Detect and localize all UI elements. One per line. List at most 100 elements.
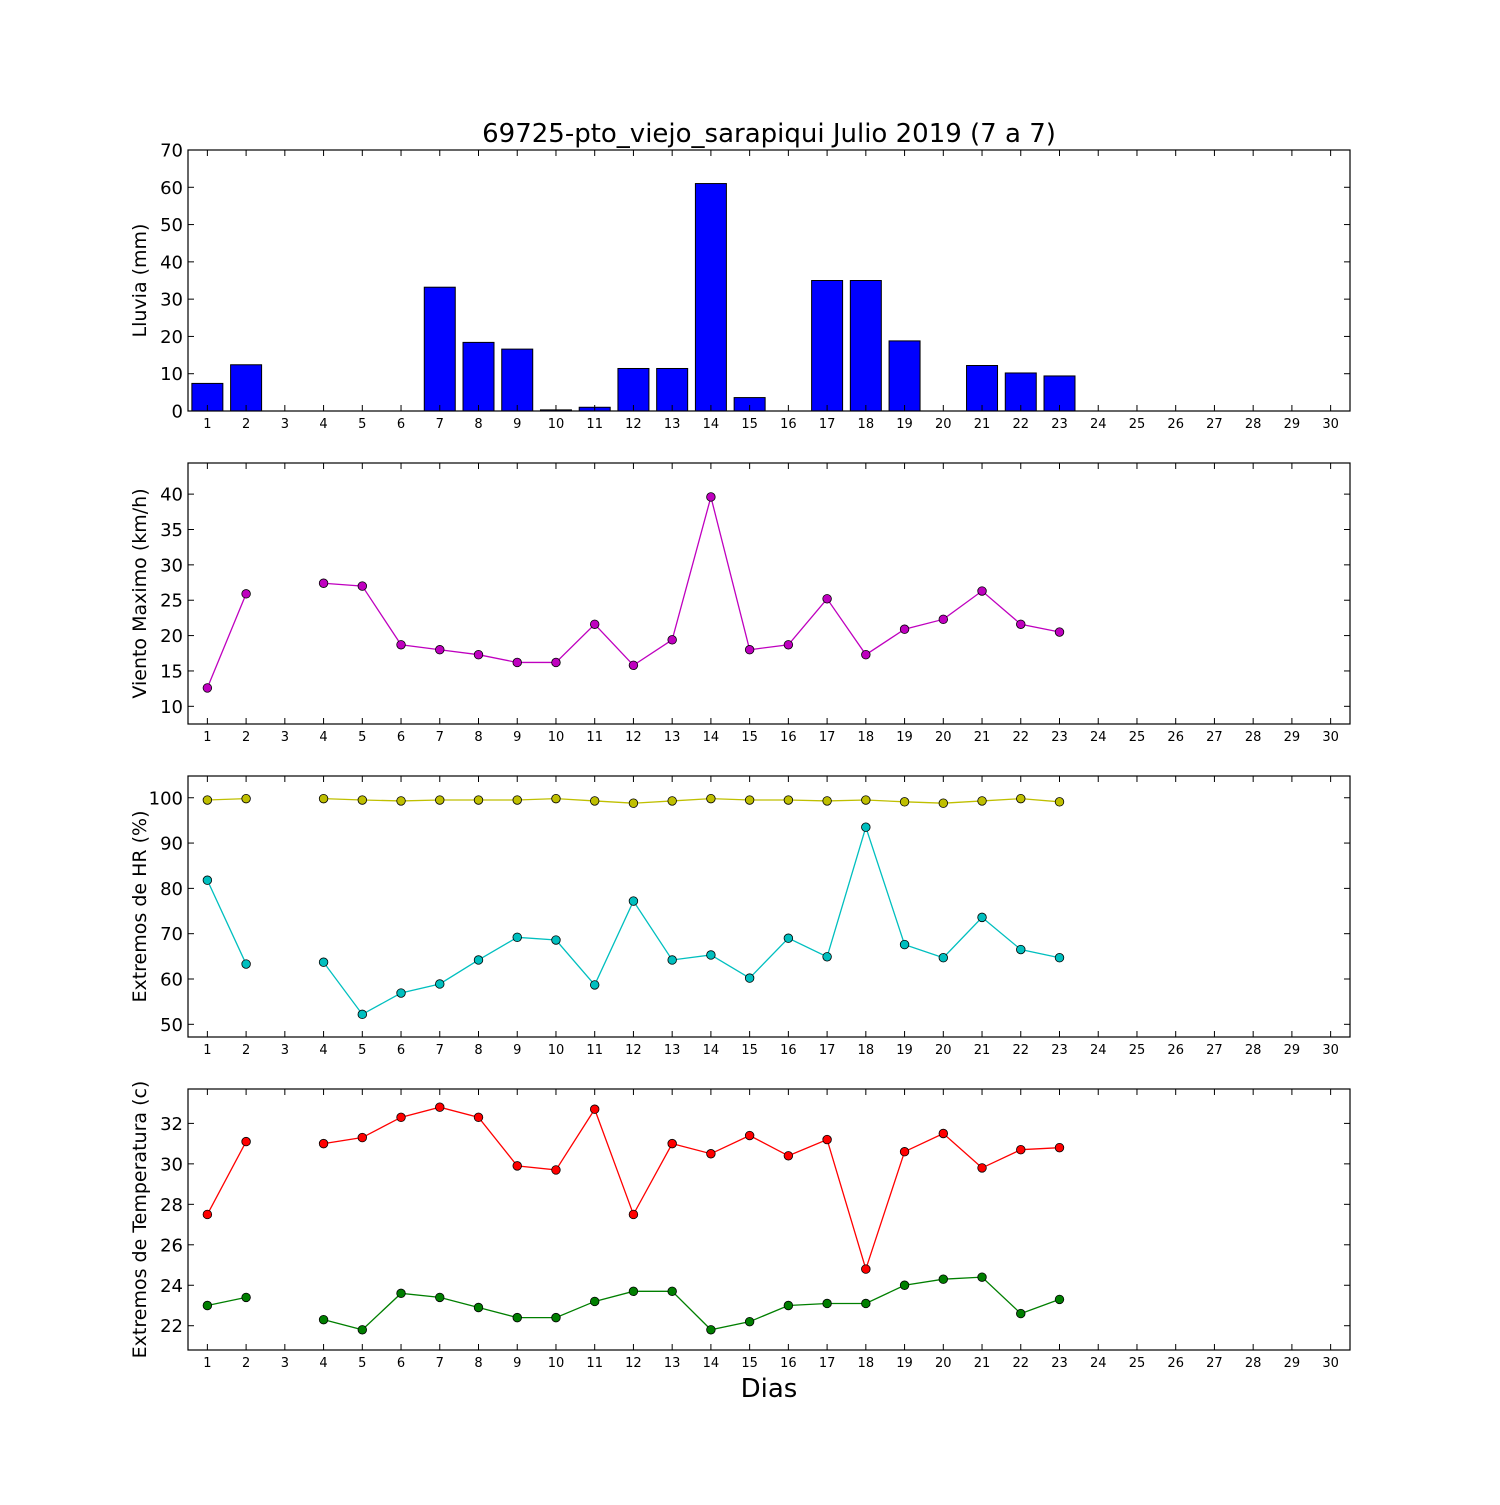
temperature-axes-frame	[187, 1088, 1351, 1351]
humidity-xtick-label: 22	[1012, 1043, 1029, 1058]
temperature-series-2-point	[473, 1302, 484, 1313]
rain-bar	[966, 365, 999, 412]
temperature-series-2-point	[628, 1286, 639, 1297]
temperature-xtick-label: 11	[586, 1356, 603, 1371]
humidity-xtick-label: 14	[703, 1043, 720, 1058]
humidity-series-1-point	[861, 795, 871, 805]
humidity-xtick-label: 29	[1284, 1043, 1301, 1058]
humidity-series-1-point	[473, 795, 484, 805]
temperature-series-1-point	[396, 1112, 406, 1123]
rain-xtick-label: 19	[896, 417, 913, 432]
temperature-xtick-label: 13	[664, 1356, 681, 1371]
wind-series-1-point	[744, 645, 755, 655]
temperature-xtick-label: 29	[1284, 1356, 1301, 1371]
wind-xtick-label: 14	[703, 730, 720, 745]
wind-xtick-label: 18	[858, 730, 875, 745]
rain-bar	[656, 367, 689, 412]
humidity-series-1-point	[628, 798, 639, 808]
rain-xtick-label: 18	[858, 417, 875, 432]
wind-xtick-label: 17	[819, 730, 836, 745]
temperature-xtick-label: 17	[819, 1356, 836, 1371]
temperature-ytick-label: 28	[160, 1195, 183, 1216]
humidity-xtick-label: 1	[203, 1043, 211, 1058]
rain-xtick-label: 30	[1322, 417, 1339, 432]
rain-xtick-label: 20	[935, 417, 952, 432]
temperature-xtick-label: 27	[1206, 1356, 1223, 1371]
humidity-series-2-point	[473, 955, 484, 965]
temperature-series-2-point	[822, 1298, 832, 1309]
rain-xtick-label: 16	[780, 417, 797, 432]
humidity-xtick-label: 17	[819, 1043, 836, 1058]
wind-series-1-point	[318, 578, 329, 588]
temperature-ytick-label: 30	[160, 1154, 183, 1175]
temperature-series-1-point	[783, 1151, 794, 1161]
rain-axes-frame	[187, 149, 1351, 412]
temperature-series-1-point	[512, 1161, 522, 1171]
temperature-xtick-label: 15	[741, 1356, 758, 1371]
temperature-xtick-label: 20	[935, 1356, 952, 1371]
humidity-ytick-label: 90	[160, 834, 183, 855]
wind-ytick-label: 15	[160, 661, 183, 682]
temperature-series-2-point	[744, 1316, 755, 1327]
temperature-series-1-point	[822, 1134, 832, 1145]
humidity-series-2-point	[551, 935, 561, 945]
temperature-series-1-point	[667, 1138, 677, 1149]
temperature-series-1-point	[744, 1130, 755, 1141]
temperature-series-2-point	[512, 1312, 522, 1323]
humidity-series-2-point	[512, 932, 522, 943]
temperature-series-1-point	[899, 1147, 910, 1157]
rain-bar	[423, 286, 456, 412]
wind-series-1-point	[473, 649, 484, 660]
humidity-xtick-label: 7	[436, 1043, 444, 1058]
temperature-xtick-label: 23	[1051, 1356, 1068, 1371]
humidity-ytick-label: 50	[160, 1015, 183, 1036]
humidity-series-1-point	[396, 796, 406, 806]
temperature-ytick-label: 32	[160, 1114, 183, 1135]
temperature-series-2-point	[706, 1325, 716, 1335]
humidity-series-2-point	[977, 912, 987, 923]
wind-series-1-point	[977, 586, 987, 596]
wind-xtick-label: 25	[1129, 730, 1146, 745]
rain-xtick-label: 24	[1090, 417, 1107, 432]
temperature-series-2-line	[323, 1276, 1060, 1331]
wind-xtick-label: 5	[358, 730, 366, 745]
rain-xtick-label: 27	[1206, 417, 1223, 432]
temperature-series-2-line	[207, 1296, 247, 1307]
humidity-xtick-label: 8	[474, 1043, 482, 1058]
humidity-series-1-line	[323, 798, 1060, 804]
wind-ytick-label: 35	[160, 520, 183, 541]
temperature-series-1-point	[357, 1132, 368, 1143]
temperature-series-1-point	[1016, 1144, 1026, 1155]
humidity-series-1-point	[667, 796, 677, 806]
rain-xtick-label: 26	[1167, 417, 1184, 432]
humidity-series-1-point	[1054, 797, 1065, 807]
temperature-series-2-point	[1016, 1308, 1026, 1319]
rain-xtick-label: 7	[436, 417, 444, 432]
rain-ytick-label: 0	[172, 402, 183, 423]
wind-xtick-label: 28	[1245, 730, 1262, 745]
wind-ytick-label: 20	[160, 626, 183, 647]
humidity-xtick-label: 30	[1322, 1043, 1339, 1058]
humidity-xtick-label: 24	[1090, 1043, 1107, 1058]
rain-xtick-label: 29	[1284, 417, 1301, 432]
humidity-xtick-label: 5	[358, 1043, 366, 1058]
rain-xtick-label: 9	[513, 417, 521, 432]
rain-bar	[811, 280, 844, 412]
humidity-series-2-point	[435, 979, 445, 989]
rain-xtick-label: 3	[281, 417, 289, 432]
rain-xtick-label: 2	[242, 417, 250, 432]
humidity-series-2-point	[1016, 944, 1026, 955]
temperature-series-1-point	[938, 1128, 949, 1139]
rain-xtick-label: 10	[548, 417, 565, 432]
rain-ytick-label: 70	[160, 141, 183, 162]
wind-xtick-label: 21	[974, 730, 991, 745]
humidity-xtick-label: 18	[858, 1043, 875, 1058]
humidity-series-2-point	[628, 896, 639, 906]
rain-xtick-label: 15	[741, 417, 758, 432]
temperature-xtick-label: 21	[974, 1356, 991, 1371]
wind-xtick-label: 8	[474, 730, 482, 745]
